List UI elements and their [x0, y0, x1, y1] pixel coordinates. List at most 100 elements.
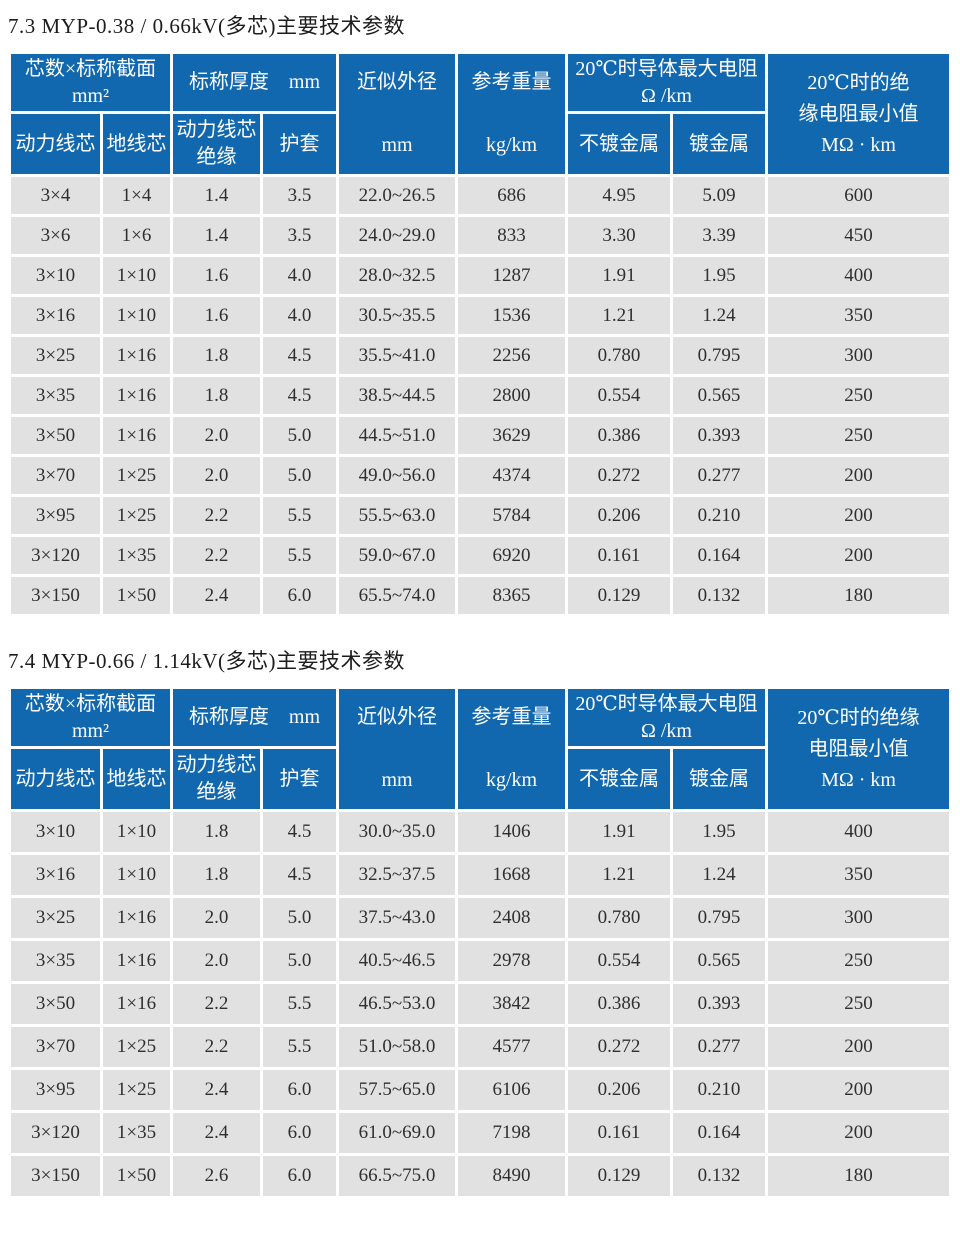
- table-cell: 350: [768, 855, 949, 895]
- subheader-ground-core: 地线芯: [103, 749, 170, 809]
- header-insulation-resistance: 20℃时的绝缘 电阻最小值 MΩ · km: [768, 689, 949, 809]
- section-myp-066-114: 7.4 MYP-0.66 / 1.14kV(多芯)主要技术参数 芯数×标称截面 …: [8, 645, 952, 1199]
- table-cell: 350: [768, 297, 949, 334]
- table-cell: 250: [768, 941, 949, 981]
- table-title: 7.3 MYP-0.38 / 0.66kV(多芯)主要技术参数: [8, 14, 405, 38]
- table-cell: 1×16: [103, 898, 170, 938]
- header-weight-unit: kg/km: [485, 134, 538, 156]
- table-cell: 3629: [458, 417, 565, 454]
- header-resistance-unit: Ω /km: [641, 719, 692, 742]
- table-cell: 3×150: [11, 1156, 100, 1196]
- table-cell: 38.5~44.5: [339, 377, 455, 414]
- table-cell: 2800: [458, 377, 565, 414]
- table-cell: 3.5: [263, 177, 336, 214]
- table-cell: 3×16: [11, 855, 100, 895]
- table-body: 3×4 1×4 1.4 3.5 22.0~26.5 686 4.95 5.09 600 3×6 1×…: [11, 177, 949, 614]
- table-row: 3×120 1×35 2.4 6.0 61.0~69.0 7198 0.161 0.164 20…: [11, 1113, 949, 1153]
- table-cell: 3×50: [11, 984, 100, 1024]
- table-cell: 0.565: [673, 377, 765, 414]
- table-cell: 22.0~26.5: [339, 177, 455, 214]
- table-cell: 3×35: [11, 377, 100, 414]
- table-cell: 1×10: [103, 812, 170, 852]
- table-cell: 0.795: [673, 337, 765, 374]
- table-cell: 0.780: [568, 898, 670, 938]
- table-cell: 0.393: [673, 984, 765, 1024]
- table-cell: 0.277: [673, 1027, 765, 1067]
- table-cell: 3×10: [11, 812, 100, 852]
- table-cell: 5.5: [263, 497, 336, 534]
- table-cell: 0.210: [673, 1070, 765, 1110]
- table-cell: 7198: [458, 1113, 565, 1153]
- table-cell: 30.0~35.0: [339, 812, 455, 852]
- table-cell: 2.2: [173, 497, 260, 534]
- table-cell: 200: [768, 1070, 949, 1110]
- table-cell: 5.0: [263, 417, 336, 454]
- table-cell: 3×10: [11, 257, 100, 294]
- table-cell: 61.0~69.0: [339, 1113, 455, 1153]
- table-cell: 4577: [458, 1027, 565, 1067]
- header-cores-section: 芯数×标称截面 mm²: [11, 54, 170, 111]
- subheader-ground-core: 地线芯: [103, 114, 170, 174]
- table-cell: 5.0: [263, 941, 336, 981]
- table-cell: 5784: [458, 497, 565, 534]
- table-cell: 0.554: [568, 941, 670, 981]
- table-cell: 400: [768, 257, 949, 294]
- header-od: 近似外径 mm: [339, 54, 455, 174]
- header-thickness-label: 标称厚度 mm: [173, 54, 336, 111]
- header-cores-label: 芯数×标称截面: [24, 692, 157, 715]
- table-cell: 4.5: [263, 855, 336, 895]
- header-cores-section: 芯数×标称截面 mm²: [11, 689, 170, 746]
- table-cell: 1.4: [173, 217, 260, 254]
- header-od-label: 近似外径: [357, 71, 437, 93]
- table-cell: 1×35: [103, 537, 170, 574]
- table-row: 3×70 1×25 2.0 5.0 49.0~56.0 4374 0.272 0.277 200: [11, 457, 949, 494]
- table-cell: 5.09: [673, 177, 765, 214]
- table-cell: 1×6: [103, 217, 170, 254]
- table-cell: 200: [768, 457, 949, 494]
- subheader-bare-metal: 不镀金属: [568, 114, 670, 174]
- table-cell: 6920: [458, 537, 565, 574]
- table-row: 3×25 1×16 2.0 5.0 37.5~43.0 2408 0.780 0.795 300: [11, 898, 949, 938]
- table-cell: 2.4: [173, 1113, 260, 1153]
- header-od-unit: mm: [381, 134, 413, 156]
- header-thickness-label: 标称厚度 mm: [173, 689, 336, 746]
- table-cell: 3×95: [11, 497, 100, 534]
- table-cell: 300: [768, 898, 949, 938]
- table-title: 7.4 MYP-0.66 / 1.14kV(多芯)主要技术参数: [8, 649, 405, 673]
- table-cell: 2978: [458, 941, 565, 981]
- table-cell: 2408: [458, 898, 565, 938]
- header-weight: 参考重量 kg/km: [458, 54, 565, 174]
- table-cell: 200: [768, 1027, 949, 1067]
- subheader-core-insulation: 动力线芯 绝缘: [173, 749, 260, 809]
- table-cell: 0.795: [673, 898, 765, 938]
- header-insulation-line2: 电阻最小值: [808, 738, 909, 760]
- table-cell: 1×50: [103, 1156, 170, 1196]
- table-row: 3×10 1×10 1.6 4.0 28.0~32.5 1287 1.91 1.95 400: [11, 257, 949, 294]
- table-row: 3×120 1×35 2.2 5.5 59.0~67.0 6920 0.161 0.164 20…: [11, 537, 949, 574]
- table-cell: 3×120: [11, 537, 100, 574]
- subheader-bare-metal: 不镀金属: [568, 749, 670, 809]
- table-cell: 1×10: [103, 297, 170, 334]
- table-cell: 1.91: [568, 812, 670, 852]
- table-cell: 1×4: [103, 177, 170, 214]
- table-cell: 1.8: [173, 812, 260, 852]
- spec-table-myp-038-066: 芯数×标称截面 mm² 标称厚度 mm 近似外径 mm 参考重量 kg/km: [8, 51, 952, 617]
- table-cell: 0.206: [568, 1070, 670, 1110]
- table-cell: 0.164: [673, 537, 765, 574]
- table-cell: 6.0: [263, 1113, 336, 1153]
- table-cell: 49.0~56.0: [339, 457, 455, 494]
- header-resistance: 20℃时导体最大电阻 Ω /km: [568, 54, 765, 111]
- table-cell: 1.8: [173, 377, 260, 414]
- header-weight-unit: kg/km: [485, 769, 538, 791]
- table-cell: 55.5~63.0: [339, 497, 455, 534]
- table-row: 3×95 1×25 2.4 6.0 57.5~65.0 6106 0.206 0.210 200: [11, 1070, 949, 1110]
- table-cell: 28.0~32.5: [339, 257, 455, 294]
- table-cell: 0.272: [568, 1027, 670, 1067]
- table-cell: 0.132: [673, 1156, 765, 1196]
- table-cell: 180: [768, 1156, 949, 1196]
- header-resistance-label: 20℃时导体最大电阻: [575, 692, 758, 715]
- table-cell: 2.0: [173, 898, 260, 938]
- table-cell: 4.5: [263, 377, 336, 414]
- table-cell: 450: [768, 217, 949, 254]
- table-cell: 1.21: [568, 297, 670, 334]
